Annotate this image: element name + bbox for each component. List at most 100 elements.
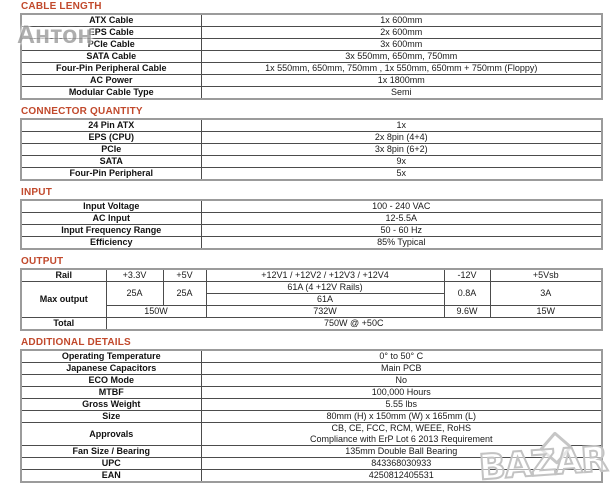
spec-label: Four-Pin Peripheral Cable xyxy=(20,62,202,75)
spec-value: 12-5.5A xyxy=(200,212,603,225)
table-row-approvals: Approvals CB, CE, FCC, RCM, WEEE, RoHS C… xyxy=(20,422,603,446)
section-title-input: INPUT xyxy=(21,187,52,198)
cable-length-table: ATX Cable 1x 600mm EPS Cable 2x 600mm PC… xyxy=(20,13,603,100)
spec-label: Efficiency xyxy=(20,236,202,250)
table-row: EPS (CPU) 2x 8pin (4+4) xyxy=(20,131,603,144)
spec-label: MTBF xyxy=(20,386,202,399)
section-output: OUTPUT Rail +3.3V +5V +12V1 / +12V2 / +1… xyxy=(20,257,603,331)
spec-label: Input Frequency Range xyxy=(20,224,202,237)
table-row: Japanese Capacitors Main PCB xyxy=(20,362,603,375)
table-row: AC Input 12-5.5A xyxy=(20,212,603,225)
spec-value: 1x 550mm, 650mm, 750mm , 1x 550mm, 650mm… xyxy=(200,62,603,75)
spec-value: 3x 8pin (6+2) xyxy=(200,143,603,156)
section-additional-details: ADDITIONAL DETAILS Operating Temperature… xyxy=(20,338,603,483)
spec-label: SATA Cable xyxy=(20,50,202,63)
spec-label: Input Voltage xyxy=(20,199,202,213)
spec-label: EPS (CPU) xyxy=(20,131,202,144)
section-input: INPUT Input Voltage 100 - 240 VAC AC Inp… xyxy=(20,188,603,250)
watts-3v3-5v: 150W xyxy=(105,305,207,318)
table-row: PCIe Cable 3x 600mm xyxy=(20,38,603,51)
table-row: SATA 9x xyxy=(20,155,603,168)
table-row: Input Voltage 100 - 240 VAC xyxy=(20,199,603,213)
amps-12v: 61A xyxy=(205,293,445,306)
spec-value: 2x 8pin (4+4) xyxy=(200,131,603,144)
section-title-connector-quantity: CONNECTOR QUANTITY xyxy=(21,106,143,117)
table-row: Fan Size / Bearing 135mm Double Ball Bea… xyxy=(20,445,603,458)
spec-value: CB, CE, FCC, RCM, WEEE, RoHS Compliance … xyxy=(200,422,603,446)
output-total-row: Total 750W @ +50C xyxy=(20,317,603,331)
section-title-output: OUTPUT xyxy=(21,256,64,267)
total-value: 750W @ +50C xyxy=(105,317,603,331)
spec-label: PCIe xyxy=(20,143,202,156)
spec-value: 3x 600mm xyxy=(200,38,603,51)
spec-value: 100 - 240 VAC xyxy=(200,199,603,213)
additional-details-table: Operating Temperature 0° to 50° C Japane… xyxy=(20,349,603,483)
table-row: ATX Cable 1x 600mm xyxy=(20,13,603,27)
amps-12v-combined: 61A (4 +12V Rails) xyxy=(205,281,445,294)
spec-label: EPS Cable xyxy=(20,26,202,39)
total-label: Total xyxy=(20,317,107,331)
output-watts-row: 150W 732W 9.6W 15W xyxy=(21,305,603,318)
amps-neg12v: 0.8A xyxy=(443,281,491,306)
spec-label: ATX Cable xyxy=(20,13,202,27)
spec-value: 1x 1800mm xyxy=(200,74,603,87)
spec-value: 2x 600mm xyxy=(200,26,603,39)
spec-label: AC Power xyxy=(20,74,202,87)
rail-5v: +5V xyxy=(162,268,207,282)
spec-value: 100,000 Hours xyxy=(200,386,603,399)
table-row: Efficiency 85% Typical xyxy=(20,236,603,250)
spec-label: Approvals xyxy=(20,422,202,446)
spec-label: SATA xyxy=(20,155,202,168)
spec-value: Main PCB xyxy=(200,362,603,375)
watts-12v: 732W xyxy=(205,305,445,318)
output-rail-header-row: Rail +3.3V +5V +12V1 / +12V2 / +12V3 / +… xyxy=(20,268,603,282)
spec-value: 50 - 60 Hz xyxy=(200,224,603,237)
section-title-cable-length: CABLE LENGTH xyxy=(21,1,102,12)
section-connector-quantity: CONNECTOR QUANTITY 24 Pin ATX 1x EPS (CP… xyxy=(20,107,603,181)
spec-value: 1x 600mm xyxy=(200,13,603,27)
table-row: Input Frequency Range 50 - 60 Hz xyxy=(20,224,603,237)
rail-5vsb: +5Vsb xyxy=(489,268,603,282)
spec-label: Operating Temperature xyxy=(20,349,202,363)
spec-label: Gross Weight xyxy=(20,398,202,411)
section-title-additional-details: ADDITIONAL DETAILS xyxy=(21,337,131,348)
output-table: Rail +3.3V +5V +12V1 / +12V2 / +12V3 / +… xyxy=(20,268,603,331)
spec-label: Size xyxy=(20,410,202,423)
spec-value: 843368030933 xyxy=(200,457,603,470)
table-row: EPS Cable 2x 600mm xyxy=(20,26,603,39)
spec-label: 24 Pin ATX xyxy=(20,118,202,132)
spec-label: UPC xyxy=(20,457,202,470)
spec-value: 5.55 lbs xyxy=(200,398,603,411)
spec-value: 4250812405531 xyxy=(200,469,603,483)
spec-value: 0° to 50° C xyxy=(200,349,603,363)
output-amps-row: Max output 25A 25A 61A (4 +12V Rails) 0.… xyxy=(20,281,603,318)
rail-header-label: Rail xyxy=(20,268,107,282)
amps-5v: 25A xyxy=(162,281,207,306)
rail-3v3: +3.3V xyxy=(105,268,164,282)
section-cable-length: CABLE LENGTH ATX Cable 1x 600mm EPS Cabl… xyxy=(20,2,603,100)
table-row: SATA Cable 3x 550mm, 650mm, 750mm xyxy=(20,50,603,63)
watts-neg12v: 9.6W xyxy=(443,305,491,318)
amps-3v3: 25A xyxy=(105,281,164,306)
rail-neg12v: -12V xyxy=(443,268,491,282)
spec-value: 9x xyxy=(200,155,603,168)
spec-value: 80mm (H) x 150mm (W) x 165mm (L) xyxy=(200,410,603,423)
table-row: Gross Weight 5.55 lbs xyxy=(20,398,603,411)
table-row: EAN 4250812405531 xyxy=(20,469,603,483)
spec-value: 1x xyxy=(200,118,603,132)
rail-12v: +12V1 / +12V2 / +12V3 / +12V4 xyxy=(205,268,445,282)
table-row: AC Power 1x 1800mm xyxy=(20,74,603,87)
table-row: PCIe 3x 8pin (6+2) xyxy=(20,143,603,156)
spec-label: Fan Size / Bearing xyxy=(20,445,202,458)
amps-5vsb: 3A xyxy=(489,281,603,306)
max-output-label: Max output xyxy=(20,281,107,318)
spec-label: AC Input xyxy=(20,212,202,225)
input-table: Input Voltage 100 - 240 VAC AC Input 12-… xyxy=(20,199,603,250)
spec-value: No xyxy=(200,374,603,387)
spec-label: Japanese Capacitors xyxy=(20,362,202,375)
spec-value: 85% Typical xyxy=(200,236,603,250)
spec-label: EAN xyxy=(20,469,202,483)
watts-5vsb: 15W xyxy=(489,305,603,318)
spec-label: ECO Mode xyxy=(20,374,202,387)
table-row: Size 80mm (H) x 150mm (W) x 165mm (L) xyxy=(20,410,603,423)
